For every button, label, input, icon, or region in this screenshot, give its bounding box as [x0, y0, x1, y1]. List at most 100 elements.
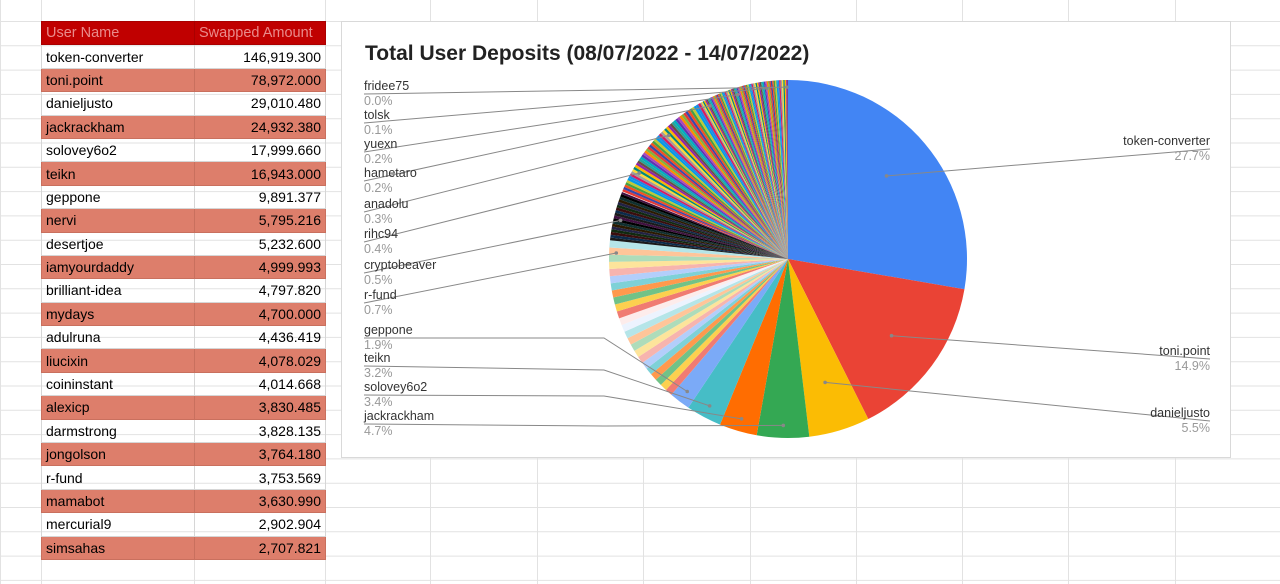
- pie-slice[interactable]: [720, 92, 788, 260]
- pie-slice[interactable]: [720, 259, 788, 436]
- pie-slice[interactable]: [754, 83, 788, 259]
- pie-slice[interactable]: [755, 82, 788, 259]
- pie-slice[interactable]: [627, 177, 788, 259]
- pie-slice[interactable]: [756, 82, 788, 259]
- pie-slice[interactable]: [613, 215, 788, 259]
- pie-slice[interactable]: [703, 100, 788, 260]
- pie-slice[interactable]: [626, 179, 788, 259]
- pie-slice[interactable]: [783, 80, 788, 259]
- cell-user-name[interactable]: brilliant-idea: [41, 278, 195, 303]
- cell-user-name[interactable]: coininstant: [41, 371, 195, 397]
- pie-slice[interactable]: [776, 80, 788, 259]
- pie-slice[interactable]: [635, 162, 788, 259]
- pie-slice[interactable]: [658, 133, 788, 259]
- pie-slice[interactable]: [697, 103, 788, 259]
- cell-user-name[interactable]: jackrackham: [41, 114, 195, 139]
- cell-user-name[interactable]: nervi: [41, 208, 195, 233]
- pie-slice[interactable]: [609, 237, 788, 260]
- pie-slice[interactable]: [737, 86, 788, 259]
- pie-slice[interactable]: [655, 136, 788, 259]
- cell-user-name[interactable]: solovey6o2: [41, 137, 195, 163]
- pie-slice[interactable]: [744, 85, 788, 259]
- cell-user-name[interactable]: alexicp: [41, 395, 195, 420]
- cell-user-name[interactable]: adulruna: [41, 325, 195, 350]
- cell-swapped-amount[interactable]: 3,753.569: [194, 465, 326, 490]
- pie-slice[interactable]: [788, 259, 869, 437]
- pie-slice[interactable]: [633, 166, 788, 259]
- pie-slice[interactable]: [609, 259, 788, 284]
- pie-slice[interactable]: [634, 164, 788, 259]
- cell-swapped-amount[interactable]: 4,436.419: [194, 325, 326, 350]
- pie-slice[interactable]: [741, 85, 788, 259]
- pie-slice[interactable]: [627, 259, 788, 345]
- pie-slice[interactable]: [647, 146, 788, 259]
- pie-slice[interactable]: [611, 229, 788, 259]
- pie-slice[interactable]: [726, 90, 788, 260]
- cell-user-name[interactable]: mercurial9: [41, 512, 195, 537]
- pie-slice[interactable]: [734, 87, 788, 259]
- pie-slice[interactable]: [665, 259, 788, 395]
- pie-slice[interactable]: [610, 234, 788, 259]
- pie-slice[interactable]: [710, 97, 788, 260]
- pie-slice[interactable]: [681, 113, 788, 259]
- pie-slice[interactable]: [708, 97, 788, 259]
- pie-slice[interactable]: [638, 259, 788, 363]
- pie-slice[interactable]: [779, 80, 788, 259]
- pie-slice[interactable]: [660, 131, 788, 259]
- pie-slice[interactable]: [677, 116, 788, 259]
- pie-slice[interactable]: [634, 259, 788, 357]
- pie-slice[interactable]: [646, 259, 788, 375]
- pie-slice[interactable]: [732, 88, 788, 259]
- pie-slice[interactable]: [685, 110, 788, 259]
- pie-slice[interactable]: [769, 80, 788, 259]
- pie-slice[interactable]: [609, 247, 788, 259]
- pie-slice[interactable]: [748, 84, 789, 259]
- pie-slice[interactable]: [784, 80, 788, 259]
- pie-slice[interactable]: [616, 204, 788, 259]
- pie-slice[interactable]: [610, 259, 788, 291]
- pie-slice[interactable]: [671, 121, 788, 259]
- cell-swapped-amount[interactable]: 24,932.380: [194, 114, 326, 139]
- pie-slice[interactable]: [612, 223, 788, 259]
- pie-slice[interactable]: [691, 106, 788, 260]
- cell-swapped-amount[interactable]: 5,795.216: [194, 208, 326, 233]
- pie-slice[interactable]: [756, 259, 810, 439]
- pie-slice[interactable]: [765, 81, 788, 259]
- cell-swapped-amount[interactable]: 146,919.300: [194, 44, 326, 69]
- pie-slice[interactable]: [781, 80, 788, 259]
- pie-slice[interactable]: [740, 86, 788, 259]
- pie-slice[interactable]: [693, 105, 788, 259]
- pie-slice[interactable]: [702, 101, 788, 259]
- cell-swapped-amount[interactable]: 4,700.000: [194, 301, 326, 327]
- cell-swapped-amount[interactable]: 4,078.029: [194, 348, 326, 373]
- pie-slice[interactable]: [706, 99, 788, 259]
- pie-slice[interactable]: [700, 102, 788, 260]
- pie-slice[interactable]: [738, 86, 788, 259]
- pie-slice[interactable]: [701, 101, 788, 259]
- cell-user-name[interactable]: r-fund: [41, 465, 195, 490]
- cell-user-name[interactable]: geppone: [41, 184, 195, 210]
- pie-slice[interactable]: [772, 80, 788, 259]
- cell-swapped-amount[interactable]: 4,014.668: [194, 371, 326, 397]
- cell-user-name[interactable]: mamabot: [41, 488, 195, 514]
- pie-slice[interactable]: [745, 84, 788, 259]
- pie-slice[interactable]: [777, 80, 788, 259]
- pie-slice[interactable]: [615, 209, 788, 259]
- cell-user-name[interactable]: danieljusto: [41, 91, 195, 116]
- cell-user-name[interactable]: iamyourdaddy: [41, 254, 195, 280]
- pie-slice[interactable]: [630, 171, 788, 259]
- header-user-name[interactable]: User Name: [41, 20, 195, 46]
- pie-slice[interactable]: [762, 81, 788, 259]
- cell-user-name[interactable]: token-converter: [41, 44, 195, 69]
- pie-slice[interactable]: [749, 83, 788, 259]
- cell-swapped-amount[interactable]: 16,943.000: [194, 161, 326, 186]
- pie-slice[interactable]: [619, 259, 788, 326]
- cell-user-name[interactable]: jongolson: [41, 442, 195, 467]
- pie-slice[interactable]: [621, 191, 788, 259]
- cell-swapped-amount[interactable]: 78,972.000: [194, 67, 326, 93]
- cell-swapped-amount[interactable]: 3,830.485: [194, 395, 326, 420]
- cell-user-name[interactable]: liucixin: [41, 348, 195, 373]
- pie-slice[interactable]: [615, 207, 788, 259]
- pie-slice[interactable]: [679, 115, 788, 259]
- pie-slice[interactable]: [618, 199, 788, 259]
